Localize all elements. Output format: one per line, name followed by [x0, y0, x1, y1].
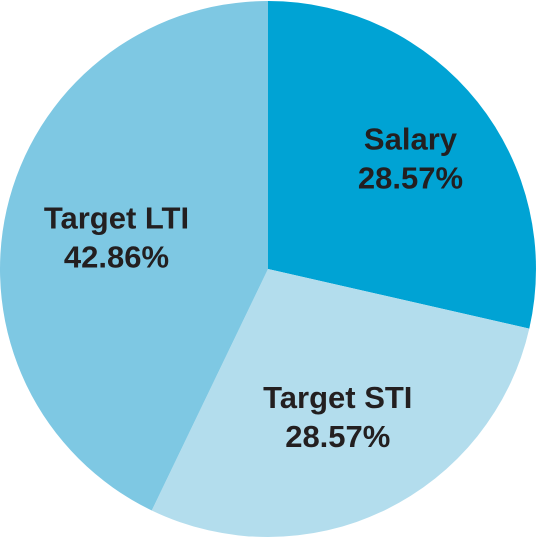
pie-slice-target-lti — [0, 1, 268, 511]
slice-label: Target LTI — [44, 200, 189, 235]
pie-slice-salary — [268, 1, 536, 329]
pie-slice-target-sti — [151, 269, 530, 537]
slice-label: Salary — [364, 121, 458, 156]
slice-value-label: 28.57% — [285, 419, 390, 454]
slice-value-label: 28.57% — [358, 160, 463, 195]
slice-label: Target STI — [263, 380, 412, 415]
slice-value-label: 42.86% — [64, 239, 169, 274]
